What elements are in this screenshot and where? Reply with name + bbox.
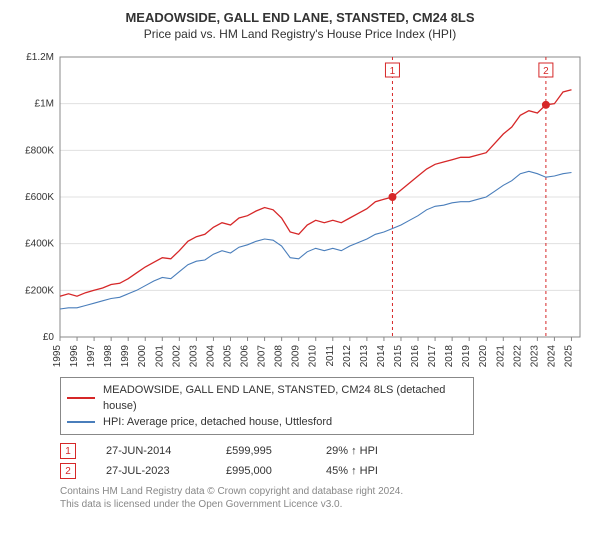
- svg-text:1999: 1999: [120, 345, 131, 368]
- legend-row: HPI: Average price, detached house, Uttl…: [67, 414, 467, 430]
- marker-pct: 29% ↑ HPI: [326, 445, 406, 457]
- svg-text:2020: 2020: [478, 345, 489, 368]
- svg-text:1995: 1995: [52, 345, 63, 368]
- footnote-line2: This data is licensed under the Open Gov…: [60, 498, 585, 511]
- footnote: Contains HM Land Registry data © Crown c…: [60, 485, 585, 511]
- footnote-line1: Contains HM Land Registry data © Crown c…: [60, 485, 585, 498]
- legend-swatch: [67, 421, 95, 423]
- svg-text:2025: 2025: [563, 345, 574, 368]
- svg-text:2013: 2013: [359, 345, 370, 368]
- svg-text:2005: 2005: [222, 345, 233, 368]
- svg-text:2003: 2003: [188, 345, 199, 368]
- svg-text:2007: 2007: [257, 345, 268, 368]
- legend-label: MEADOWSIDE, GALL END LANE, STANSTED, CM2…: [103, 382, 467, 414]
- svg-text:2024: 2024: [546, 345, 557, 368]
- svg-text:2014: 2014: [376, 345, 387, 368]
- svg-text:£400K: £400K: [25, 239, 54, 250]
- svg-text:£800K: £800K: [25, 145, 54, 156]
- series-property: [60, 90, 572, 297]
- chart-subtitle: Price paid vs. HM Land Registry's House …: [15, 27, 585, 41]
- svg-text:£600K: £600K: [25, 192, 54, 203]
- marker-table: 1 27-JUN-2014 £599,995 29% ↑ HPI 2 27-JUL-202…: [60, 443, 585, 479]
- svg-text:2009: 2009: [291, 345, 302, 368]
- legend-box: MEADOWSIDE, GALL END LANE, STANSTED, CM2…: [60, 377, 474, 435]
- svg-text:2018: 2018: [444, 345, 455, 368]
- marker-price: £995,000: [226, 465, 296, 477]
- marker-dot-2: [542, 101, 550, 109]
- marker-table-row: 2 27-JUL-2023 £995,000 45% ↑ HPI: [60, 463, 585, 479]
- marker-num-box: 1: [60, 443, 76, 459]
- chart-title: MEADOWSIDE, GALL END LANE, STANSTED, CM2…: [15, 10, 585, 25]
- marker-table-row: 1 27-JUN-2014 £599,995 29% ↑ HPI: [60, 443, 585, 459]
- svg-text:2011: 2011: [325, 345, 336, 367]
- svg-text:2022: 2022: [512, 345, 523, 368]
- marker-pct: 45% ↑ HPI: [326, 465, 406, 477]
- svg-text:2002: 2002: [171, 345, 182, 368]
- svg-text:1998: 1998: [103, 345, 114, 368]
- svg-text:2012: 2012: [342, 345, 353, 368]
- chart-area: £0 £200K £400K £600K £800K £1M £1.2M 1995 1996 19…: [15, 49, 585, 369]
- chart-svg: £0 £200K £400K £600K £800K £1M £1.2M 1995 1996 19…: [15, 49, 585, 369]
- svg-text:2004: 2004: [205, 345, 216, 368]
- legend-row: MEADOWSIDE, GALL END LANE, STANSTED, CM2…: [67, 382, 467, 414]
- svg-text:2: 2: [543, 66, 549, 77]
- svg-text:1997: 1997: [86, 345, 97, 368]
- marker-dot-1: [388, 193, 396, 201]
- legend-label: HPI: Average price, detached house, Uttl…: [103, 414, 332, 430]
- svg-text:2010: 2010: [308, 345, 319, 368]
- svg-text:2015: 2015: [393, 345, 404, 368]
- svg-text:2008: 2008: [274, 345, 285, 368]
- svg-text:2000: 2000: [137, 345, 148, 368]
- svg-text:£1.2M: £1.2M: [26, 52, 54, 63]
- marker-price: £599,995: [226, 445, 296, 457]
- svg-text:2021: 2021: [495, 345, 506, 368]
- svg-text:2019: 2019: [461, 345, 472, 368]
- svg-text:2006: 2006: [240, 345, 251, 368]
- marker-date: 27-JUL-2023: [106, 465, 196, 477]
- series-hpi: [60, 171, 572, 309]
- svg-text:1: 1: [390, 66, 396, 77]
- marker-num-box: 2: [60, 463, 76, 479]
- svg-text:£0: £0: [43, 332, 55, 343]
- svg-text:£200K: £200K: [25, 285, 54, 296]
- legend-swatch: [67, 397, 95, 399]
- svg-text:2016: 2016: [410, 345, 421, 368]
- svg-text:2001: 2001: [154, 345, 165, 368]
- svg-text:2017: 2017: [427, 345, 438, 368]
- svg-text:2023: 2023: [529, 345, 540, 368]
- marker-date: 27-JUN-2014: [106, 445, 196, 457]
- svg-text:£1M: £1M: [35, 99, 54, 110]
- svg-text:1996: 1996: [69, 345, 80, 368]
- chart-container: MEADOWSIDE, GALL END LANE, STANSTED, CM2…: [0, 0, 600, 516]
